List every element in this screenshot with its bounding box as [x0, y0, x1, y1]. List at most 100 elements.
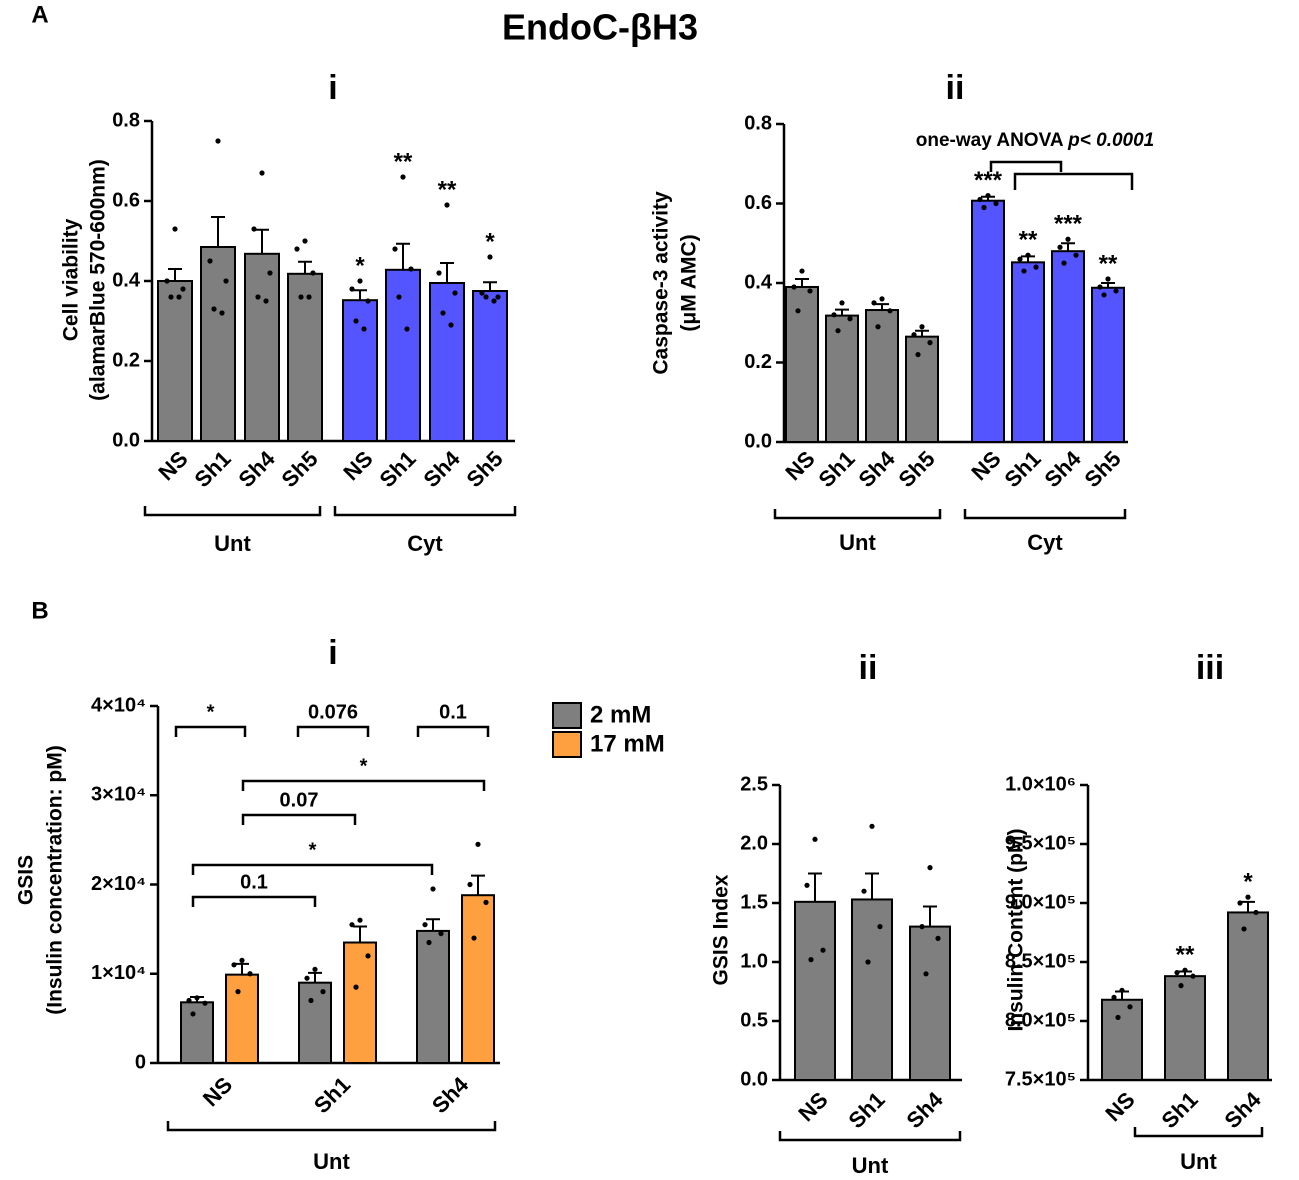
y-tick-label: 8.5×10⁵ [1005, 950, 1076, 972]
data-point [294, 246, 300, 252]
y-tick-label: 9.0×10⁵ [1005, 891, 1076, 913]
significance-label: * [485, 228, 495, 255]
x-tick-label: NS [198, 1072, 237, 1111]
data-point [879, 296, 885, 302]
bar [472, 290, 508, 442]
error-bar [865, 872, 879, 900]
group-label: Cyt [1027, 530, 1063, 555]
y-axis-label: (alamarBlue 570-600nm) [87, 159, 110, 401]
y-tick-label: 1×10⁴ [91, 962, 146, 984]
y-tick-label: 0.6 [112, 189, 140, 211]
y-tick-label: 3×10⁴ [91, 784, 146, 806]
significance-label: * [1243, 868, 1253, 895]
data-point [1178, 983, 1184, 989]
error-bar [915, 329, 929, 337]
error-bar [471, 874, 485, 896]
panel-title: ii [859, 649, 878, 687]
legend-swatch [552, 731, 582, 758]
error-bar [396, 242, 410, 270]
data-point [180, 286, 186, 292]
data-point [320, 989, 326, 995]
group-label: Unt [1180, 1149, 1217, 1174]
data-point [267, 270, 273, 276]
anova-text: p< 0.0001 [1067, 130, 1154, 151]
significance-label: ** [1099, 250, 1118, 277]
comparison-label: * [207, 701, 215, 723]
y-axis-label: Insulin Content (pM) [1005, 829, 1028, 1032]
panel-label: B [31, 597, 48, 624]
y-tick-label: 0.2 [112, 349, 140, 371]
data-point [847, 316, 853, 322]
bar [1011, 261, 1045, 443]
data-point [251, 226, 257, 232]
data-point [310, 270, 316, 276]
data-point [993, 200, 999, 207]
bar [416, 929, 450, 1064]
bar [157, 280, 193, 442]
data-point [919, 924, 925, 930]
significance-label: *** [1054, 211, 1083, 238]
data-point [871, 300, 877, 306]
data-point [1057, 244, 1063, 250]
y-tick-label: 2.0 [740, 832, 768, 854]
error-bar [353, 925, 367, 943]
data-point [791, 284, 797, 290]
data-point [839, 300, 845, 306]
bar [461, 894, 495, 1065]
y-tick-label: 8.0×10⁵ [1005, 1009, 1076, 1031]
error-bar [923, 905, 937, 927]
y-axis-label: GSIS Index [710, 874, 733, 985]
bar [343, 941, 377, 1065]
data-point [1105, 276, 1111, 282]
data-point [440, 310, 446, 316]
data-point [475, 841, 481, 847]
comparison-label: 0.1 [439, 701, 467, 723]
comparison-label: * [360, 755, 368, 777]
data-point [808, 957, 814, 963]
error-bar [308, 971, 322, 983]
data-point [365, 953, 371, 959]
y-tick-label: 1.0 [740, 950, 768, 972]
error-bar [426, 918, 440, 931]
data-point [835, 328, 841, 334]
bar [244, 252, 280, 442]
y-axis-label: (μM AMC) [678, 234, 701, 331]
x-tick-label: Sh5 [276, 446, 322, 492]
bar [298, 981, 332, 1064]
comparison-label: 0.076 [308, 701, 358, 723]
data-point [865, 959, 871, 965]
bar [1051, 250, 1085, 443]
bar [794, 900, 836, 1081]
data-point [172, 226, 178, 232]
error-bar [795, 278, 809, 287]
data-point [1033, 264, 1039, 270]
data-point [915, 351, 921, 358]
error-bar [1101, 282, 1115, 288]
anova-annotation: one-way ANOVA p< 0.0001 [916, 130, 1154, 151]
data-point [357, 278, 363, 284]
x-tick-label: Sh4 [1039, 445, 1086, 492]
data-point [1253, 909, 1259, 916]
y-tick-label: 1.0×10⁶ [1005, 773, 1076, 795]
panel-label: A [31, 1, 48, 28]
error-bar [440, 262, 454, 283]
data-point [448, 322, 454, 328]
data-point [927, 865, 933, 871]
data-point [430, 886, 436, 892]
error-bar [835, 308, 849, 316]
bar [225, 973, 259, 1065]
data-point [491, 298, 497, 304]
data-point [255, 294, 261, 300]
data-point [304, 975, 310, 981]
data-point [1237, 900, 1243, 906]
y-axis-label: GSIS [15, 855, 38, 905]
x-tick-label: Sh1 [1156, 1087, 1202, 1133]
data-point [795, 308, 801, 314]
comparison-bracket [174, 725, 247, 737]
data-point [219, 310, 225, 316]
comparison-label: 0.1 [240, 871, 268, 893]
data-point [1073, 252, 1079, 258]
data-point [919, 324, 925, 330]
anova-text: one-way ANOVA [916, 130, 1068, 151]
